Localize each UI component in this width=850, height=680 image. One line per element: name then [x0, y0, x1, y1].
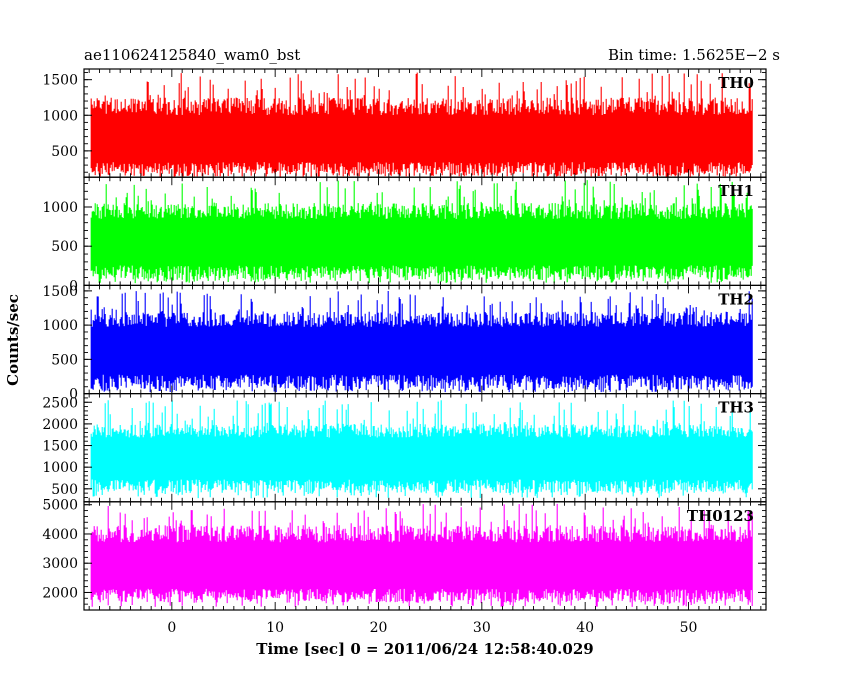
y-tick-label: 5000	[42, 498, 78, 514]
panel-th1: 0 500 1000 TH1	[42, 176, 767, 294]
y-tick-label: 500	[51, 352, 78, 368]
y-tick-label: 1000	[42, 108, 78, 124]
series-th0-line	[90, 72, 753, 177]
x-axis-label: Time [sec] 0 = 2011/06/24 12:58:40.029	[256, 640, 593, 658]
y-tick-label: 1000	[42, 318, 78, 334]
y-tick-label: 2000	[42, 585, 78, 601]
x-tick-label: 40	[576, 620, 594, 636]
y-tick-label: 0	[69, 387, 78, 403]
panel-th0123: 2000 3000 4000 5000 TH0123	[42, 498, 767, 611]
y-tick-label: 3000	[42, 556, 78, 572]
x-tick-label: 0	[167, 620, 176, 636]
y-tick-label: 0	[69, 278, 78, 294]
y-tick-label: 500	[51, 144, 78, 160]
panel-label-th0: TH0	[718, 74, 754, 92]
y-axis-label: Counts/sec	[4, 294, 22, 386]
y-tick-label: 1000	[42, 200, 78, 216]
x-tick-label: 20	[370, 620, 388, 636]
y-tick-label: 500	[51, 239, 78, 255]
series-th3-line	[90, 400, 753, 499]
y-tick-label: 1500	[42, 73, 78, 89]
series-th0123-line	[90, 503, 753, 607]
x-tick-label: 30	[473, 620, 491, 636]
y-tick-label: 1000	[42, 460, 78, 476]
y-tick-label: 1500	[42, 284, 78, 300]
panel-frame	[83, 501, 767, 611]
y-tick-label: 2000	[42, 417, 78, 433]
y-tick-label: 1500	[42, 439, 78, 455]
x-tick-label: 50	[680, 620, 698, 636]
series-th2-line	[90, 291, 753, 393]
x-tick-label: 10	[266, 620, 284, 636]
chart-title-left: ae110624125840_wam0_bst	[84, 46, 300, 64]
panel-th2: 0 500 1000 1500 TH2	[42, 284, 767, 403]
panel-label-th0123: TH0123	[687, 507, 754, 525]
y-tick-label: 2500	[42, 395, 78, 411]
panel-label-th1: TH1	[718, 182, 754, 200]
panel-th3: 500 1000 1500 2000 2500 TH3	[42, 393, 767, 503]
y-tick-label: 4000	[42, 527, 78, 543]
y-tick-label: 500	[51, 482, 78, 498]
chart-title-right: Bin time: 1.5625E−2 s	[608, 46, 780, 64]
series-th1-line	[90, 180, 753, 284]
panel-label-th3: TH3	[718, 399, 754, 417]
panel-th0: 500 1000 1500 TH0	[42, 68, 767, 178]
panel-label-th2: TH2	[718, 290, 754, 308]
